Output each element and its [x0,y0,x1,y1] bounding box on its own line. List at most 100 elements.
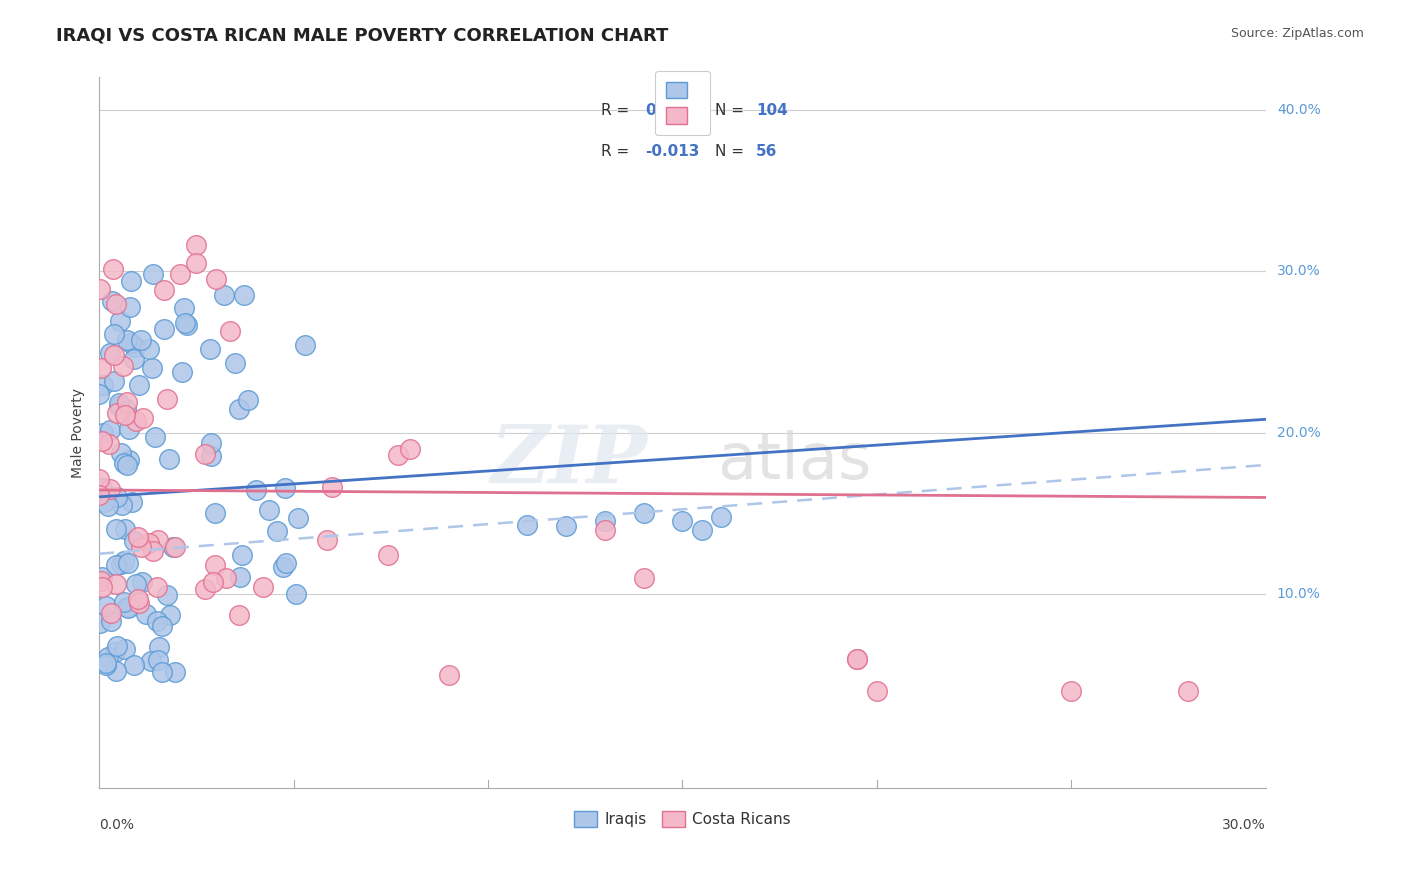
Text: 20.0%: 20.0% [1277,425,1320,440]
Text: 30.0%: 30.0% [1277,264,1320,278]
Point [387,449,409,463]
Point [224,356,246,370]
Point [204,558,226,573]
Point [100,615,122,629]
Point [121,336,143,351]
Point [117,556,139,570]
Point [176,318,198,333]
Point [98,423,121,437]
Point [107,639,129,653]
Point [200,450,222,464]
Point [124,414,146,428]
Point [97,437,120,451]
Point [593,523,616,537]
Point [141,544,163,558]
Point [266,524,288,538]
Point [139,654,162,668]
Point [186,238,208,252]
Point [131,574,153,589]
Point [128,596,150,610]
Point [127,592,149,607]
Point [146,580,169,594]
Text: 10.0%: 10.0% [1277,587,1320,601]
Point [846,651,869,665]
Point [90,570,112,584]
Point [89,616,111,631]
Text: atlas: atlas [717,430,872,492]
Point [228,570,250,584]
Point [146,614,169,628]
Point [228,401,250,416]
Point [103,326,125,341]
Point [141,360,163,375]
Point [90,434,112,449]
Text: 40.0%: 40.0% [1277,103,1320,117]
Text: -0.013: -0.013 [645,145,699,159]
Point [110,557,132,571]
Point [236,393,259,408]
Point [97,649,120,664]
Legend: Iraqis, Costa Ricans: Iraqis, Costa Ricans [568,805,797,833]
Point [156,588,179,602]
Point [146,533,169,548]
Point [124,340,146,354]
Point [104,645,127,659]
Point [198,342,221,356]
Point [127,530,149,544]
Point [193,447,215,461]
Point [377,549,399,563]
Point [593,515,616,529]
Point [91,378,114,392]
Point [219,324,242,338]
Point [437,668,460,682]
Point [150,665,173,679]
Point [215,571,238,585]
Point [91,581,114,595]
Text: 0.076: 0.076 [645,103,693,118]
Point [100,606,122,620]
Point [118,599,141,614]
Point [169,267,191,281]
Point [142,267,165,281]
Point [111,359,134,373]
Point [112,554,135,568]
Point [233,288,256,302]
Point [120,300,142,314]
Point [115,458,138,472]
Text: IRAQI VS COSTA RICAN MALE POVERTY CORRELATION CHART: IRAQI VS COSTA RICAN MALE POVERTY CORREL… [56,27,669,45]
Point [101,261,124,276]
Point [294,337,316,351]
Point [121,495,143,509]
Point [690,523,713,537]
Point [104,522,127,536]
Point [846,651,869,665]
Point [94,599,117,614]
Point [108,400,131,414]
Point [100,293,122,308]
Point [162,540,184,554]
Point [252,580,274,594]
Point [285,586,308,600]
Point [122,658,145,673]
Point [204,272,226,286]
Point [257,503,280,517]
Text: ZIP: ZIP [491,422,647,500]
Point [163,540,186,554]
Point [516,517,538,532]
Text: R =: R = [600,103,628,118]
Point [135,607,157,622]
Point [321,480,343,494]
Point [633,571,655,585]
Point [554,519,576,533]
Point [89,488,111,502]
Text: N =: N = [716,103,744,118]
Point [117,599,139,614]
Point [165,665,187,679]
Point [104,296,127,310]
Point [114,642,136,657]
Point [112,594,135,608]
Point [91,481,114,495]
Point [153,284,176,298]
Point [1177,684,1199,698]
Point [202,574,225,589]
